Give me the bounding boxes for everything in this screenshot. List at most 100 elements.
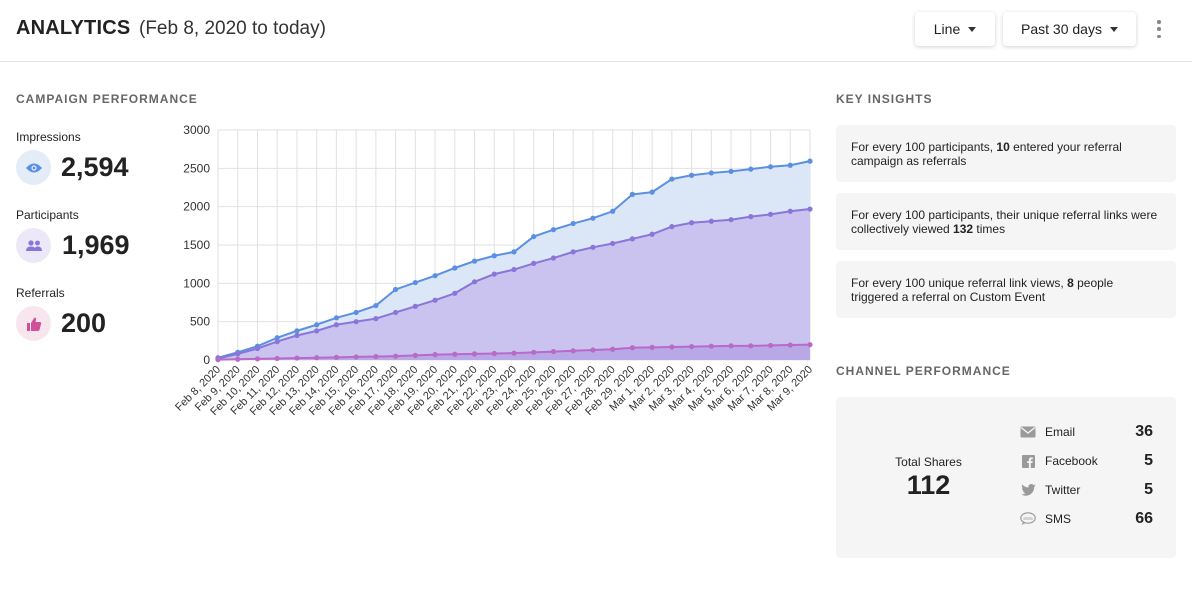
channel-row-email: Email 36 (1020, 423, 1160, 441)
data-point (314, 322, 320, 328)
data-point (689, 343, 695, 350)
data-point (807, 158, 813, 164)
twitter-icon (1020, 482, 1036, 498)
data-point (669, 344, 675, 350)
insight-text: people triggered a referral on Custom Ev… (851, 275, 1114, 304)
data-point (353, 319, 359, 325)
insight-text: For every 100 participants, (851, 139, 997, 154)
data-point (590, 347, 596, 353)
data-point (373, 302, 379, 309)
caret-down-icon (968, 26, 977, 32)
period-dropdown[interactable]: Past 30 days (1003, 12, 1136, 46)
data-point (787, 342, 793, 348)
insight-number: 132 (953, 221, 974, 236)
data-point (452, 290, 458, 296)
participants-value: 1,969 (62, 230, 130, 260)
data-point (610, 240, 616, 247)
data-point (274, 355, 280, 362)
data-point (412, 352, 418, 358)
data-point (550, 348, 557, 355)
thumbs-up-icon (16, 306, 51, 341)
data-point (333, 322, 339, 328)
data-point (432, 297, 438, 303)
eye-icon (16, 150, 51, 185)
data-point (333, 315, 339, 321)
data-point (748, 214, 754, 220)
channel-name: Facebook (1045, 454, 1098, 468)
data-point (412, 279, 418, 286)
y-tick-label: 500 (190, 315, 210, 329)
data-point (452, 351, 458, 357)
data-point (590, 244, 596, 250)
data-point (531, 233, 537, 240)
impressions-value: 2,594 (61, 152, 129, 182)
data-point (610, 346, 616, 352)
channel-performance-card: Total Shares 112 Email 36 Facebook 5 Twi… (836, 397, 1176, 558)
insight-text: For every 100 participants, their unique… (851, 207, 1158, 236)
data-point (689, 220, 695, 226)
data-point (748, 166, 754, 172)
data-point (274, 335, 280, 341)
data-point (294, 355, 300, 361)
date-range-text: (Feb 8, 2020 to today) (139, 18, 326, 39)
data-point (708, 343, 714, 349)
insight-card: For every 100 unique referral link views… (836, 261, 1176, 318)
insight-card: For every 100 participants, their unique… (836, 193, 1176, 250)
data-point (412, 303, 418, 309)
referrals-value: 200 (61, 308, 107, 338)
data-point (669, 224, 675, 230)
chart-type-dropdown[interactable]: Line (915, 12, 995, 46)
channel-row-sms: SMS SMS 66 (1020, 510, 1160, 528)
data-point (294, 328, 300, 334)
data-point (689, 172, 695, 178)
data-point (767, 342, 774, 349)
data-point (393, 353, 399, 359)
channel-name: Email (1045, 425, 1076, 439)
channel-name: Twitter (1045, 483, 1081, 497)
participants-label: Participants (16, 208, 79, 222)
data-point (491, 253, 497, 259)
data-point (531, 349, 537, 355)
key-insights-heading: KEY INSIGHTS (836, 92, 933, 106)
data-point (432, 352, 438, 358)
data-point (550, 255, 557, 261)
campaign-performance-heading: CAMPAIGN PERFORMANCE (16, 92, 198, 106)
data-point (373, 316, 379, 322)
total-shares-value: 112 (906, 470, 951, 500)
data-point (787, 208, 793, 214)
series-area (218, 344, 810, 360)
data-point (393, 286, 399, 293)
sms-icon: SMS (1020, 511, 1036, 527)
data-point (748, 343, 754, 349)
data-point (807, 342, 813, 348)
data-point (471, 279, 478, 285)
channel-row-twitter: Twitter 5 (1020, 481, 1160, 499)
data-point (254, 356, 261, 362)
data-point (511, 266, 517, 273)
data-point (274, 339, 280, 345)
data-point (728, 217, 734, 223)
data-point (708, 218, 714, 224)
data-point (294, 332, 300, 339)
y-tick-label: 1000 (183, 276, 210, 290)
data-point (471, 258, 478, 264)
data-point (649, 344, 655, 350)
data-point (570, 348, 576, 354)
data-point (393, 309, 399, 316)
more-options-icon[interactable] (1152, 18, 1166, 40)
caret-down-icon (1109, 26, 1118, 32)
data-point (471, 351, 478, 357)
data-point (669, 176, 675, 182)
data-point (787, 162, 793, 168)
series-area (218, 209, 810, 360)
data-point (531, 260, 537, 266)
channel-value: 5 (1144, 481, 1153, 498)
data-point (570, 220, 576, 227)
data-point (353, 309, 359, 316)
data-point (491, 350, 497, 357)
channel-name: SMS (1045, 512, 1072, 526)
data-point (767, 164, 774, 170)
data-point (550, 227, 557, 233)
data-point (254, 345, 261, 352)
data-point (629, 191, 635, 197)
